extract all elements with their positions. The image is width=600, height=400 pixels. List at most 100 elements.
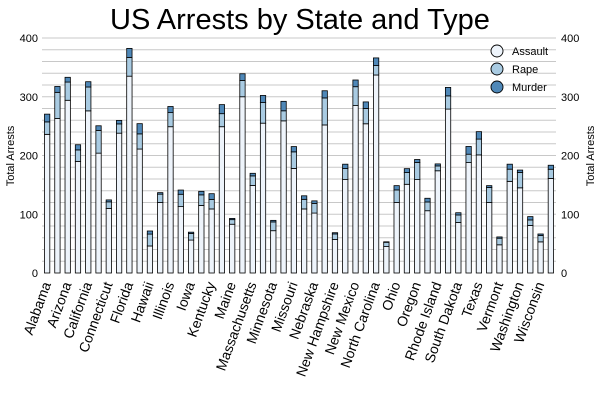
bar-murder: Virginia — Murder: 8.5 (506, 163, 513, 170)
bar-murder: Kentucky — Murder: 9.7 (208, 193, 215, 200)
bar-rape: Mississippi — Rape: 17.1 (280, 110, 287, 122)
bar-assault: Indiana — Assault: 113 (177, 206, 184, 274)
bar-rape: Arizona — Rape: 31 (64, 81, 71, 101)
bar-rape: Vermont — Rape: 11.2 (496, 237, 503, 246)
bar-murder: Nevada — Murder: 12.2 (321, 90, 328, 99)
bar-assault: Oklahoma — Assault: 151 (403, 183, 411, 274)
bar-rape: Delaware — Rape: 15.8 (116, 123, 123, 134)
bar-rape: Alabama — Rape: 21.2 (44, 121, 51, 135)
bar-murder: South Carolina — Murder: 14.4 (444, 87, 452, 97)
bar-rape: Missouri — Rape: 28.2 (290, 151, 297, 169)
bar-assault: Colorado — Assault: 204 (95, 152, 102, 274)
bar-assault: Utah — Assault: 120 (486, 202, 493, 274)
bar-murder: Connecticut — Murder: 3.3 (105, 199, 112, 203)
bar-assault: Idaho — Assault: 120 (157, 202, 164, 274)
bar-rape: Massachusetts — Rape: 16.3 (249, 175, 256, 186)
bar-murder: Texas — Murder: 12.7 (475, 131, 482, 140)
bar-assault: Alabama — Assault: 236 (44, 133, 51, 274)
bar-murder: California — Murder: 9 (85, 81, 92, 88)
bar-assault: Wisconsin — Assault: 53 (537, 241, 544, 274)
bar-murder: Wyoming — Murder: 6.8 (547, 164, 554, 170)
bar-murder: Florida — Murder: 15.4 (126, 47, 133, 58)
bar-murder: Nebraska — Murder: 4.3 (311, 200, 318, 204)
bar-assault: Maryland — Assault: 300 (239, 96, 246, 274)
bar-rape: Tennessee — Rape: 14.2 (465, 153, 472, 163)
bar-rape: California — Rape: 40.6 (85, 86, 92, 112)
bar-rape: Iowa — Rape: 11.3 (187, 233, 195, 241)
bar-assault: Washington — Assault: 145 (516, 187, 524, 274)
bar-assault: Montana — Assault: 109 (301, 208, 308, 274)
legend: Assault Rape Murder (490, 44, 548, 94)
bar-assault: Mississippi — Assault: 259 (280, 120, 287, 274)
bar-assault: Kentucky — Assault: 109 (208, 208, 215, 274)
bar-rape: Rhode Island — Rape: 8.3 (434, 165, 441, 172)
bar-assault: New Jersey — Assault: 159 (342, 179, 349, 274)
bar-murder: New Mexico — Murder: 11.4 (352, 79, 359, 88)
bar-assault: Connecticut — Assault: 110 (105, 207, 112, 274)
bar-assault: New York — Assault: 254 (362, 123, 369, 274)
bar-rape: Ohio — Rape: 21.4 (393, 189, 400, 203)
bar-rape: Utah — Rape: 25.5 (486, 187, 493, 203)
bar-murder: Vermont — Murder: 2.2 (496, 236, 503, 239)
bar-assault: New Mexico — Assault: 285 (352, 105, 359, 274)
y-tick-label-left: 400 (20, 33, 38, 45)
y-tick-label-left: 200 (20, 151, 38, 163)
bar-rape: West Virginia — Rape: 9.3 (527, 219, 534, 226)
bar-assault: North Dakota — Assault: 45 (383, 246, 390, 274)
y-tick-label-left: 300 (20, 92, 38, 104)
bar-rape: South Carolina — Rape: 22.5 (444, 95, 452, 110)
y-tick-label-right: 200 (561, 151, 579, 163)
bar-rape: Florida — Rape: 31.9 (126, 57, 133, 77)
y-tick-label-left: 0 (32, 268, 38, 280)
bar-murder: Washington — Murder: 4 (516, 169, 524, 173)
bar-assault: South Carolina — Assault: 279 (444, 108, 452, 274)
bar-murder: Colorado — Murder: 7.9 (95, 125, 102, 131)
bar-assault: Oregon — Assault: 159 (414, 179, 421, 274)
bar-assault: Ohio — Assault: 120 (393, 202, 400, 274)
bar-rape: New Jersey — Rape: 18.8 (342, 168, 349, 180)
y-tick-label-right: 0 (561, 268, 567, 280)
bars: Alabama — Assault: 236Alabama — Rape: 21… (44, 47, 554, 274)
bar-assault: New Hampshire — Assault: 57 (331, 239, 339, 274)
bar-rape: Illinois — Rape: 24 (167, 112, 174, 128)
bar-murder: Tennessee — Murder: 13.2 (465, 146, 472, 155)
bar-assault: Wyoming — Assault: 161 (547, 178, 554, 274)
legend-label-rape: Rape (512, 64, 538, 76)
bar-murder: Maryland — Murder: 11.3 (239, 73, 246, 81)
bar-rape: Michigan — Rape: 35.1 (259, 102, 267, 124)
bar-rape: Indiana — Rape: 21 (177, 193, 184, 208)
bar-murder: Idaho — Murder: 2.6 (157, 192, 164, 195)
bar-murder: New Jersey — Murder: 7.4 (342, 163, 349, 169)
bar-murder: Georgia — Murder: 17.4 (136, 123, 143, 135)
bar-rape: Oregon — Rape: 29.3 (414, 161, 421, 180)
bar-rape: Maine — Rape: 7.8 (229, 219, 236, 225)
x-axis-tick-labels: AlabamaArizonaCaliforniaConnecticutFlori… (20, 279, 547, 378)
bar-murder: Iowa — Murder: 2.2 (187, 231, 195, 234)
bar-murder: Minnesota — Murder: 2.7 (270, 219, 277, 223)
bar-assault: Hawaii — Assault: 46 (146, 245, 154, 274)
legend-marker-assault (490, 44, 504, 58)
bar-rape: New York — Rape: 26.1 (362, 108, 369, 125)
bar-murder: Alabama — Murder: 13.2 (44, 113, 51, 123)
bar-murder: Delaware — Murder: 5.9 (116, 120, 123, 125)
bar-rape: Georgia — Rape: 25.8 (136, 133, 143, 150)
bar-rape: Texas — Rape: 26.9 (475, 138, 482, 156)
bar-rape: Montana — Rape: 16.4 (301, 198, 308, 210)
bar-assault: Texas — Assault: 201 (475, 154, 482, 274)
bar-murder: Rhode Island — Murder: 3.4 (434, 163, 441, 167)
legend-label-murder: Murder (512, 82, 547, 94)
bar-rape: New Hampshire — Rape: 9.5 (331, 233, 339, 240)
bar-assault: Louisiana — Assault: 249 (218, 126, 225, 274)
bar-rape: Arkansas — Rape: 19.5 (74, 149, 82, 162)
bar-murder: Missouri — Murder: 9 (290, 146, 297, 153)
bar-murder: Pennsylvania — Murder: 6.3 (424, 197, 431, 203)
bar-assault: West Virginia — Assault: 81 (527, 225, 534, 274)
bar-rape: Kansas — Rape: 18 (198, 194, 205, 206)
bar-assault: Alaska — Assault: 263 (54, 118, 61, 274)
bar-rape: Colorado — Rape: 38.7 (95, 130, 102, 154)
bar-assault: Kansas — Assault: 115 (198, 205, 205, 274)
bar-rape: Wyoming — Rape: 15.6 (547, 168, 554, 179)
legend-marker-rape (490, 62, 504, 76)
bar-rape: Hawaii — Rape: 20.2 (146, 233, 154, 247)
